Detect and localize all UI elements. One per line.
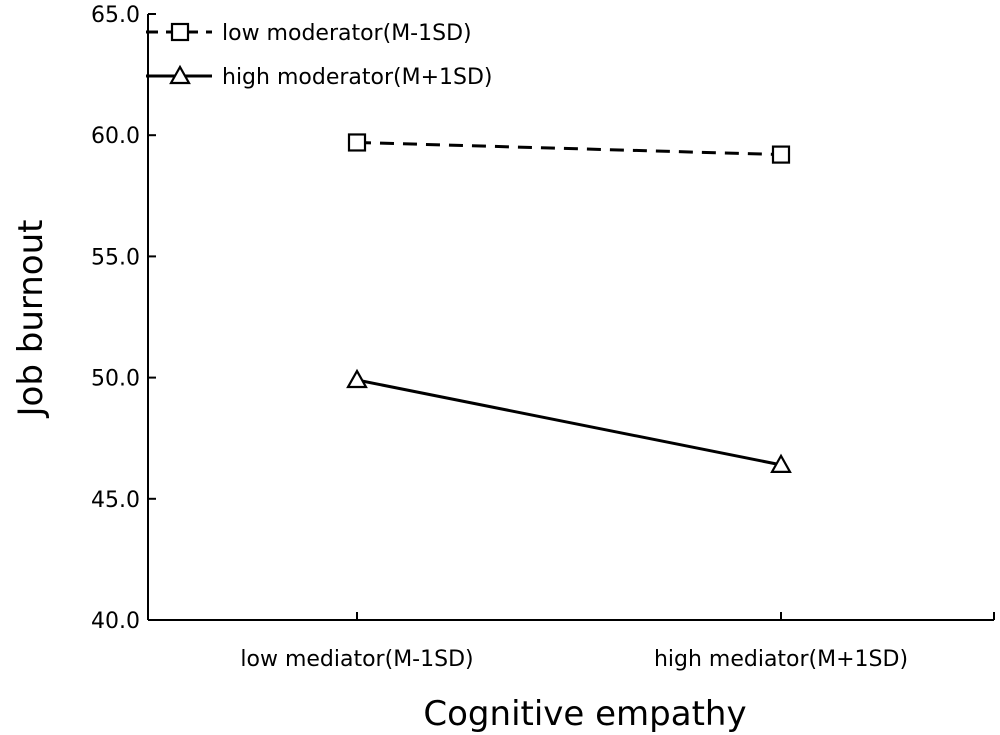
series-line <box>356 140 782 157</box>
legend-item: high moderator(M+1SD) <box>146 64 493 90</box>
legend: low moderator(M-1SD) high moderator(M+1SD… <box>146 21 493 90</box>
axes: 40.0 45.0 50.0 55.0 60.0 65.0 low mediator(M-1… <box>91 3 995 672</box>
y-tick-label: 45.0 <box>91 488 140 513</box>
legend-triangle-marker <box>169 64 191 85</box>
y-tick-label: 65.0 <box>91 3 140 28</box>
x-tick-label: high mediator(M+1SD) <box>654 647 908 672</box>
y-tick-label: 60.0 <box>91 124 140 149</box>
legend-item: low moderator(M-1SD) <box>146 21 472 46</box>
series-layer <box>346 133 792 473</box>
series-high-moderator <box>346 368 792 473</box>
data-point <box>347 133 367 152</box>
x-axis-title: Cognitive empathy <box>423 694 746 734</box>
x-tick-label: low mediator(M-1SD) <box>240 647 473 672</box>
data-point <box>346 368 368 389</box>
y-axis-title: Job burnout <box>11 220 51 419</box>
y-tick-label: 40.0 <box>91 609 140 634</box>
legend-label: low moderator(M-1SD) <box>222 21 472 46</box>
legend-square-marker <box>170 22 190 42</box>
data-point <box>771 145 791 164</box>
y-tick-label: 50.0 <box>91 367 140 392</box>
y-tick-label: 55.0 <box>91 245 140 270</box>
series-line <box>356 378 782 467</box>
legend-label: high moderator(M+1SD) <box>222 65 493 90</box>
series-low-moderator <box>347 133 791 164</box>
data-point <box>770 453 792 473</box>
